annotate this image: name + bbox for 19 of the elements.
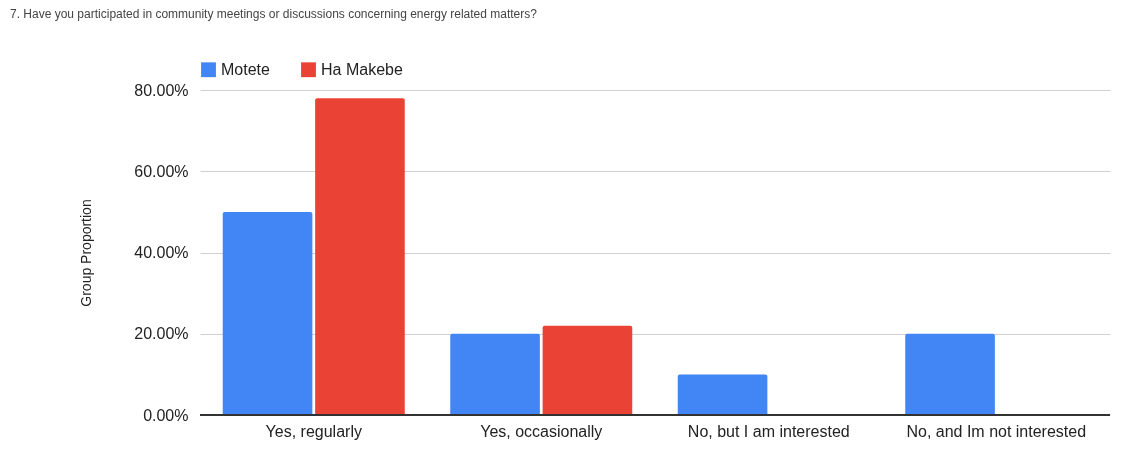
y-tick-label: 0.00% [143, 406, 189, 424]
y-tick-label: 40.00% [134, 244, 189, 261]
x-tick-label: Yes, occasionally [480, 422, 603, 440]
x-tick-label: No, but I am interested [687, 422, 850, 440]
bar [677, 374, 768, 415]
legend-label: Ha Makebe [321, 60, 403, 78]
chart-title: 7. Have you participated in community meetings or discussions concerning energy related matters? [10, 7, 538, 21]
y-tick-label: 80.00% [134, 81, 189, 99]
y-tick-label: 60.00% [134, 162, 189, 180]
bar [315, 98, 405, 415]
bar [542, 325, 633, 415]
y-tick-label: 20.00% [134, 325, 189, 343]
x-tick-label: No, and Im not interested [906, 422, 1087, 440]
bar [222, 211, 313, 415]
y-axis-title: Group Proportion [78, 199, 95, 307]
legend-label: Motete [221, 60, 271, 78]
bar [905, 333, 995, 415]
x-tick-label: Yes, regularly [265, 422, 362, 440]
bar [450, 333, 540, 415]
